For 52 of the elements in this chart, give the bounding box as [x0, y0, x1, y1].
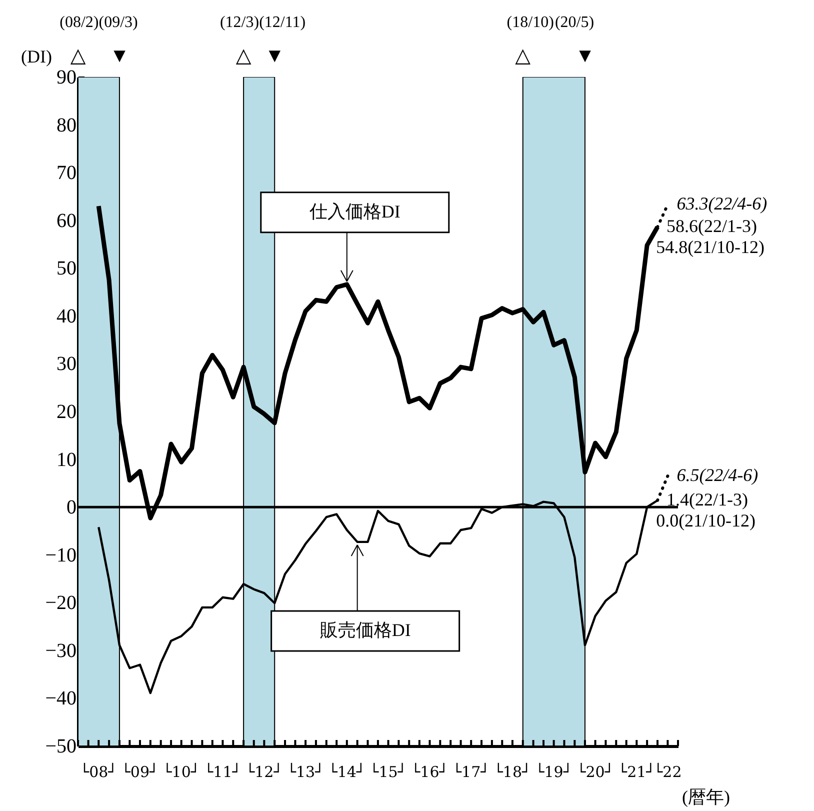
- y-tick-label: 60: [56, 210, 76, 232]
- x-tick-label: └12┘: [246, 762, 283, 781]
- text: △: [236, 45, 252, 67]
- x-tick-label: └20┘: [576, 762, 614, 781]
- data-label: 0.0(21/10-12): [656, 510, 756, 530]
- y-tick-label: −20: [45, 592, 76, 614]
- x-tick-label: └08┘: [80, 762, 118, 781]
- y-tick-label: 40: [56, 305, 76, 328]
- y-axis-title: (DI): [21, 46, 52, 66]
- text: ▼: [575, 45, 595, 67]
- text: (12/11): [259, 14, 306, 31]
- x-tick-label: └17┘: [452, 762, 490, 781]
- y-tick-label: 90: [56, 66, 76, 88]
- data-label: 63.3(22/4-6): [676, 194, 768, 214]
- annotation: 販売価格DI: [320, 620, 411, 640]
- y-tick-label: 10: [56, 448, 76, 471]
- y-tick-label: 80: [56, 114, 76, 136]
- y-tick-label: −30: [45, 640, 76, 662]
- x-tick-label: └16┘: [411, 762, 448, 781]
- x-tick-label: └18┘: [494, 762, 532, 781]
- x-tick-label: └15┘: [370, 762, 407, 781]
- data-label: 54.8(21/10-12): [656, 237, 765, 258]
- data-label: 58.6(22/1-3): [666, 216, 757, 236]
- y-tick-label: 30: [56, 353, 76, 376]
- y-tick-label: 70: [56, 162, 76, 184]
- y-tick-label: 50: [56, 258, 76, 280]
- x-tick-label: └09┘: [121, 762, 159, 781]
- data-label: 1.4(22/1-3): [666, 489, 748, 510]
- x-tick-label: └13┘: [286, 762, 324, 781]
- x-tick-label: └21┘: [618, 762, 656, 781]
- text: ▼: [110, 45, 130, 67]
- x-tick-label: └10┘: [162, 762, 200, 781]
- x-tick-label: └14┘: [328, 762, 366, 781]
- text: (12/3): [220, 14, 260, 31]
- text: (18/10): [506, 14, 554, 31]
- text: △: [515, 45, 532, 67]
- text: (08/2): [60, 14, 99, 31]
- text: ▼: [264, 45, 284, 67]
- x-axis-title: (暦年): [682, 787, 730, 807]
- y-tick-label: −10: [45, 544, 76, 566]
- y-tick-label: −40: [45, 688, 76, 710]
- text: △: [70, 45, 86, 67]
- y-tick-label: 0: [66, 496, 76, 519]
- x-tick-label: └11┘: [204, 762, 242, 781]
- annotation: 仕入価格DI: [308, 201, 400, 222]
- data-label: 6.5(22/4-6): [676, 465, 758, 486]
- text: (09/3): [98, 14, 138, 31]
- x-tick-label: └22: [654, 762, 682, 781]
- y-tick-label: −50: [45, 736, 76, 758]
- text: (20/5): [554, 14, 594, 31]
- y-tick-label: 20: [56, 401, 76, 423]
- x-tick-label: └19┘: [535, 762, 572, 781]
